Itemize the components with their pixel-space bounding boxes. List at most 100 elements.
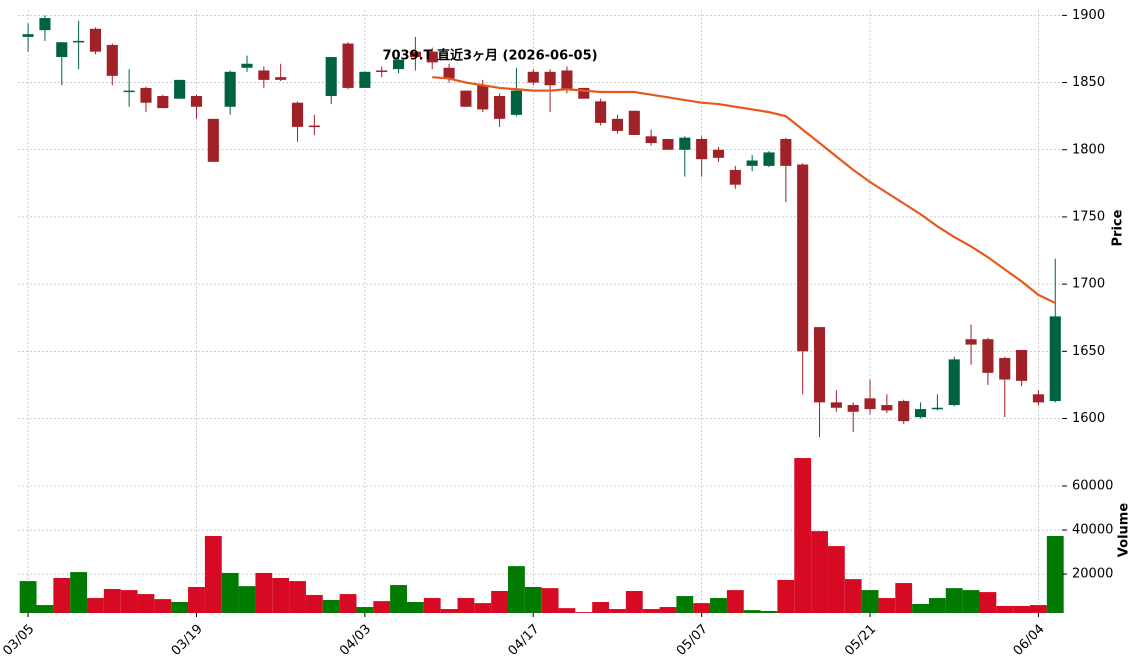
candle-body [965, 339, 977, 345]
candle-body [763, 152, 775, 166]
volume-bar [794, 458, 812, 613]
volume-bar [390, 585, 407, 613]
volume-bar [642, 609, 660, 613]
candle-body [325, 57, 337, 96]
chart-title: 7039.T 直近3ヶ月 (2026-06-05) [382, 48, 597, 64]
candle-body [291, 102, 304, 127]
candle-body [982, 339, 994, 373]
volume-bar [928, 598, 946, 613]
volume-bar [861, 590, 879, 613]
y-tick-label: 20000 [1072, 567, 1113, 582]
moving-average-line [432, 76, 1056, 304]
volume-bar [676, 596, 694, 613]
volume-bar [87, 598, 104, 613]
volume-bar [255, 572, 273, 613]
volume-bar [406, 601, 424, 613]
volume-bar [827, 546, 845, 613]
volume-bar [103, 589, 121, 613]
candle-body [645, 136, 657, 144]
candle-body [847, 405, 859, 412]
volume-bar [743, 610, 761, 613]
candle-body [1032, 394, 1044, 403]
candle-body [477, 85, 489, 110]
volume-bar [221, 572, 239, 613]
volume-bar [541, 588, 559, 613]
candle-body [696, 139, 708, 160]
volume-bar [726, 590, 744, 613]
volume-bar [238, 586, 256, 613]
volume-bar [609, 609, 626, 613]
candle-body [948, 359, 960, 406]
volume-bar [154, 599, 172, 613]
volume-bar [878, 598, 896, 613]
volume-bar [305, 594, 323, 613]
candle-body [460, 90, 472, 107]
candle-body [157, 96, 169, 109]
candle-body [359, 71, 371, 88]
volume-bar [693, 603, 711, 613]
volume-bar [575, 612, 593, 613]
candle-body [426, 51, 438, 63]
candle-body [174, 79, 186, 99]
candle-body [679, 137, 691, 150]
candle-body [864, 398, 876, 410]
volume-bar [322, 600, 340, 613]
candle-body [578, 87, 590, 99]
candle-body [140, 87, 152, 103]
volume-bar [171, 601, 189, 613]
volume-bar [760, 611, 778, 613]
candle-body [780, 139, 792, 166]
volume-bar [339, 594, 357, 613]
y-tick-label: 1800 [1072, 142, 1105, 157]
candle-body [56, 42, 68, 58]
volume-bar [289, 581, 306, 613]
candle-body [595, 101, 607, 123]
candle-body [881, 405, 893, 411]
volume-bar [491, 590, 509, 613]
candle-body [241, 63, 253, 68]
candle-body [39, 18, 51, 31]
volume-bar [710, 598, 727, 613]
y-tick-label: 60000 [1072, 479, 1113, 494]
volume-bar [1030, 605, 1047, 613]
candle-body [123, 90, 135, 93]
y-tick-label: 1900 [1072, 8, 1105, 23]
candle-body [409, 51, 421, 58]
candle-body [830, 402, 842, 408]
candle-body [443, 67, 455, 79]
candle-body [494, 96, 506, 119]
volume-bar [188, 587, 205, 613]
volume-bar [1046, 535, 1064, 613]
y-tick-label: 1750 [1072, 209, 1105, 224]
volume-bar [844, 579, 862, 613]
volume-bar [36, 605, 54, 613]
candle-body [342, 43, 354, 88]
volume-bar [945, 588, 963, 613]
volume-bar [962, 590, 980, 613]
volume-bar [19, 581, 37, 613]
candle-body [258, 70, 270, 80]
candle-body [628, 110, 640, 135]
candle-body [392, 59, 405, 70]
volume-bar [508, 566, 525, 613]
candle-body [662, 139, 674, 150]
volume-bar [979, 592, 997, 613]
volume-bar [996, 605, 1014, 613]
candle-body [898, 401, 910, 422]
candle-body [308, 125, 320, 128]
candle-body [1049, 316, 1061, 402]
y-axis-label: Volume [1117, 503, 1132, 558]
y-tick-label: 40000 [1072, 523, 1113, 538]
y-tick-label: 1850 [1072, 75, 1105, 90]
volume-bar [659, 607, 677, 613]
candle-body [931, 407, 943, 410]
volume-bar [440, 609, 458, 613]
y-tick-label: 1700 [1072, 277, 1105, 292]
candle-body [275, 77, 287, 80]
candle-body [510, 90, 522, 115]
volume-bar [912, 603, 929, 613]
volume-bar [373, 601, 391, 613]
